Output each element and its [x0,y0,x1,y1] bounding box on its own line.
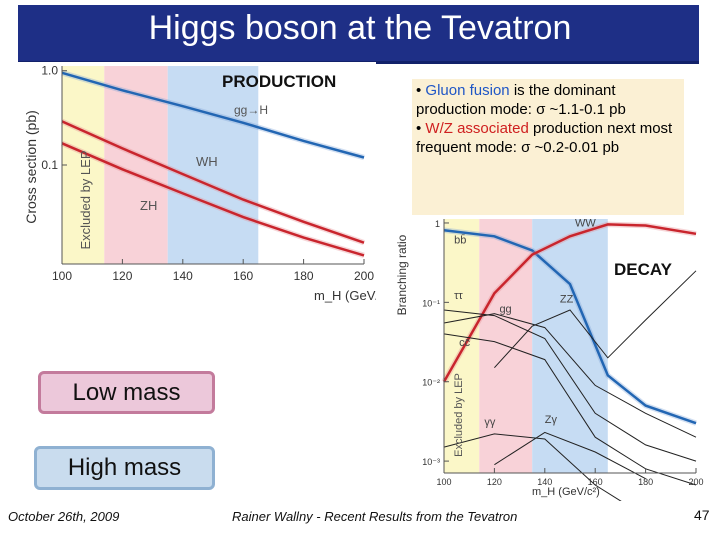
x-tick-label: 100 [436,477,451,487]
x-tick-label: 120 [112,269,132,283]
series-label-series: ττ [454,290,463,302]
y-tick-label: 10⁻³ [422,457,440,467]
series-wh [61,120,365,244]
bullet-box: • Gluon fusion is the dominant productio… [412,79,684,215]
band-excluded-by-lep [62,66,105,264]
decay-x-ticks: 100 120 140 160 180 200 [436,468,704,487]
series-ww [442,223,697,383]
prod-y-label: Cross section (pb) [23,110,39,224]
x-tick-label: 160 [588,477,603,487]
series-zh [61,142,365,257]
decay-label: DECAY [614,260,672,279]
low-mass-box: Low mass [38,371,215,414]
bullet-gluon-fusion: • Gluon fusion is the dominant productio… [416,82,626,118]
production-curves [60,70,365,259]
y-tick-label: 1.0 [41,64,58,78]
bullet-wz-associated: • W/Z associated production next most fr… [416,120,673,156]
decay-lep-label: Excluded by LEP [453,373,465,457]
x-tick-label: 180 [638,477,653,487]
decay-curves: bb̄ WW ZZ ττ gg cc̄ γγ Zγ [441,218,697,501]
series-z [494,431,646,480]
series-cc [443,333,697,486]
slide-title: Higgs boson at the Tevatron [148,9,572,47]
series-ggh [61,71,365,159]
production-label: PRODUCTION [222,72,337,91]
series-bb [443,228,697,425]
y-tick-label: 1 [435,219,440,229]
prod-lep-label: Excluded by LEP [78,150,93,249]
prod-wh-label: WH [196,154,218,169]
series-label-bb: bb̄ [454,234,466,247]
prod-zh-label: ZH [140,198,157,213]
y-tick-label: 0.1 [41,158,58,172]
band-high-mass [167,66,259,264]
series-series [443,433,622,501]
series-label-ww: WW [575,218,596,230]
footer-author: Rainer Wallny - Recent Results from the … [232,509,518,524]
footer-date: October 26th, 2009 [8,509,120,524]
band-excluded-by-lep [444,219,480,473]
series-series [443,309,697,462]
x-tick-label: 120 [487,477,502,487]
series-label-cc: cc̄ [459,337,471,349]
y-tick-label: 10⁻² [422,378,440,388]
x-tick-label: 200 [354,269,374,283]
prod-x-label: m_H (GeV/c²) [314,288,376,303]
production-y-ticks: 1.0 0.1 [41,64,67,172]
decay-x-label: m_H (GeV/c²) [532,486,600,498]
y-tick-label: 10⁻¹ [422,298,440,308]
x-tick-label: 200 [688,477,703,487]
series-label-zz: ZZ [560,293,574,305]
series-label-series: γγ [484,417,496,429]
series-gg [443,313,697,438]
series-zz [494,270,697,369]
decay-y-ticks: 1 10⁻¹ 10⁻² 10⁻³ [422,219,449,467]
page-number: 47 [694,507,710,523]
x-tick-label: 180 [294,269,314,283]
wz-associated-highlight: W/Z associated [425,120,529,137]
production-chart: 100 120 140 160 180 200 1.0 0.1 Cross section … [18,62,376,310]
x-tick-label: 100 [52,269,72,283]
decay-y-label: Branching ratio [395,234,409,315]
x-tick-label: 140 [537,477,552,487]
series-label-z: Zγ [545,414,558,426]
gluon-fusion-highlight: Gluon fusion [425,82,510,99]
x-tick-label: 160 [233,269,253,283]
high-mass-box: High mass [34,446,215,490]
production-x-ticks: 100 120 140 160 180 200 [52,259,374,283]
prod-gg-label: gg→H [234,103,268,117]
x-tick-label: 140 [173,269,193,283]
series-label-gg: gg [499,303,511,315]
